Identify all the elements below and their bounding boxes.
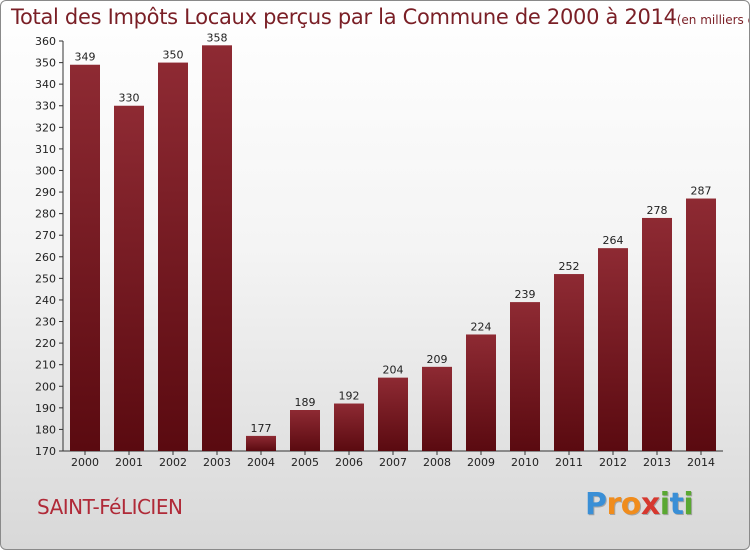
commune-name: SAINT-FéLICIEN	[37, 495, 183, 519]
logo-letter: P	[585, 487, 607, 522]
x-tick-label: 2005	[291, 456, 319, 469]
y-tick-label: 200	[35, 380, 56, 393]
x-tick-label: 2007	[379, 456, 407, 469]
data-label-2002: 350	[163, 49, 184, 62]
x-tick-label: 2002	[159, 456, 187, 469]
bar-2001	[114, 105, 144, 451]
bars-group	[70, 45, 716, 451]
data-label-2014: 287	[691, 185, 712, 198]
data-label-2000: 349	[75, 51, 96, 64]
y-tick-label: 240	[35, 294, 56, 307]
bar-2013	[642, 217, 672, 451]
y-tick-label: 190	[35, 402, 56, 415]
data-label-2003: 358	[207, 31, 228, 44]
data-label-2006: 192	[339, 390, 360, 403]
y-tick-label: 270	[35, 229, 56, 242]
bar-2004	[246, 435, 276, 451]
y-tick-label: 220	[35, 337, 56, 350]
bar-2014	[686, 198, 716, 451]
data-label-2011: 252	[559, 260, 580, 273]
y-tick-label: 320	[35, 121, 56, 134]
bar-2006	[334, 403, 364, 451]
y-tick-label: 260	[35, 251, 56, 264]
y-tick-label: 230	[35, 316, 56, 329]
chart-unit-note: (en milliers d'€)	[676, 13, 749, 27]
y-tick-label: 290	[35, 186, 56, 199]
data-label-2010: 239	[515, 288, 536, 301]
y-tick-label: 330	[35, 100, 56, 113]
x-tick-label: 2008	[423, 456, 451, 469]
logo-letter: t	[669, 487, 684, 522]
x-tick-label: 2012	[599, 456, 627, 469]
y-tick-label: 280	[35, 208, 56, 221]
y-tick-label: 180	[35, 423, 56, 436]
chart-title: Total des Impôts Locaux perçus par la Co…	[11, 5, 677, 29]
bar-2008	[422, 366, 452, 451]
x-tick-label: 2003	[203, 456, 231, 469]
data-label-2007: 204	[383, 364, 404, 377]
x-tick-label: 2014	[687, 456, 715, 469]
bar-2000	[70, 64, 100, 451]
logo-letter: o	[620, 487, 642, 522]
bar-2009	[466, 334, 496, 451]
data-labels-group: 349 330 350 358 177 189 192 204 209 224 239 252 264 2…	[75, 31, 712, 435]
y-tick-label: 350	[35, 57, 56, 70]
title-row: Total des Impôts Locaux perçus par la Co…	[11, 5, 749, 29]
logo-letter: i	[659, 487, 670, 522]
x-tick-label: 2004	[247, 456, 275, 469]
y-tick-label: 310	[35, 143, 56, 156]
bar-2007	[378, 377, 408, 451]
x-tick-label: 2001	[115, 456, 143, 469]
bar-2011	[554, 274, 584, 451]
bar-2002	[158, 62, 188, 451]
y-tick-label: 300	[35, 164, 56, 177]
logo-letter: i	[683, 487, 694, 522]
data-label-2004: 177	[251, 422, 272, 435]
x-tick-label: 2013	[643, 456, 671, 469]
bar-2010	[510, 302, 540, 451]
data-label-2009: 224	[471, 320, 492, 333]
y-tick-label: 360	[35, 35, 56, 48]
data-label-2013: 278	[647, 204, 668, 217]
y-tick-label: 250	[35, 272, 56, 285]
x-axis: 2000 2001 2002 2003 2004 2005 2006 2007 2008 2009…	[63, 450, 723, 469]
x-tick-label: 2009	[467, 456, 495, 469]
y-tick-label: 340	[35, 78, 56, 91]
data-label-2001: 330	[119, 92, 140, 105]
x-tick-label: 2000	[71, 456, 99, 469]
data-label-2012: 264	[603, 234, 624, 247]
data-label-2005: 189	[295, 396, 316, 409]
x-tick-label: 2011	[555, 456, 583, 469]
logo-letter: r	[606, 487, 622, 522]
y-tick-label: 210	[35, 359, 56, 372]
x-tick-label: 2006	[335, 456, 363, 469]
bar-2012	[598, 248, 628, 451]
bar-2003	[202, 45, 232, 451]
y-tick-label: 170	[35, 445, 56, 458]
x-tick-label: 2010	[511, 456, 539, 469]
proxiti-logo[interactable]: Proxiti	[585, 487, 694, 522]
bar-2005	[290, 410, 320, 451]
data-label-2008: 209	[427, 353, 448, 366]
logo-letter: x	[640, 487, 660, 522]
y-axis: 170 180 190 200 210 220 230 240 250 260 270 280 290 3…	[35, 35, 64, 458]
